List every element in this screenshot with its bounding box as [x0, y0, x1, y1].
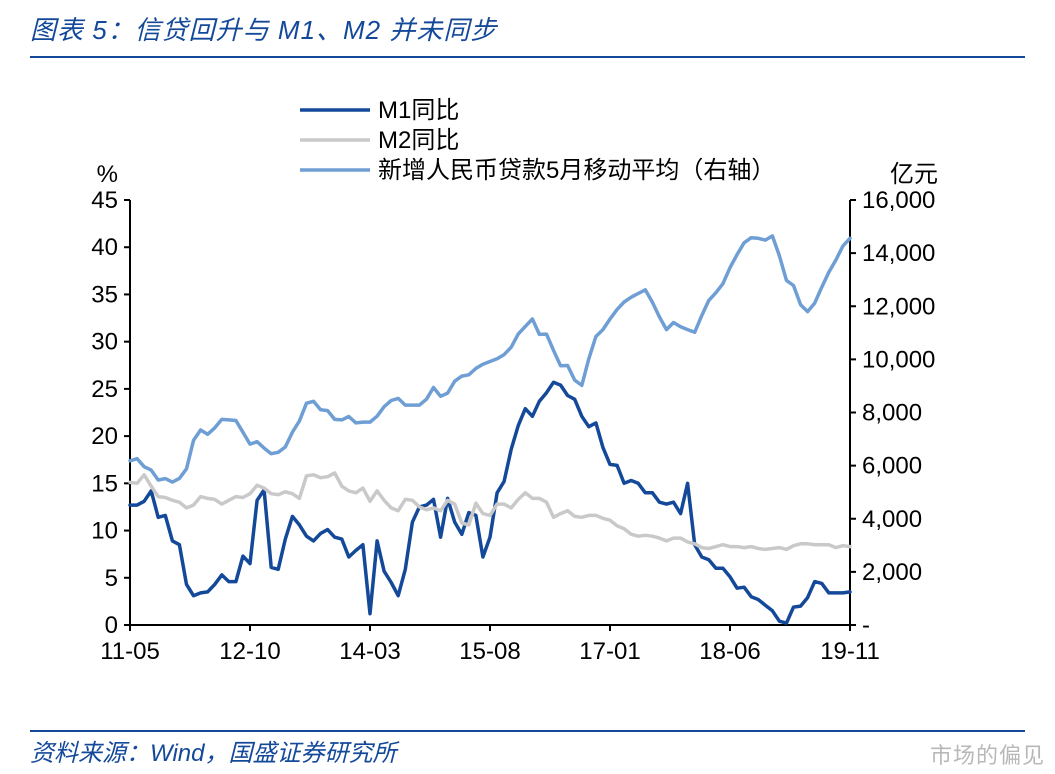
svg-text:6,000: 6,000	[862, 453, 922, 480]
svg-text:40: 40	[91, 234, 118, 261]
chart-area: 0 5 10 15 20 25 30 35 40 45% - 2,000 4,000 6,000 8,000…	[75, 100, 955, 680]
line-chart: 0 5 10 15 20 25 30 35 40 45% - 2,000 4,000 6,000 8,000…	[75, 100, 955, 680]
svg-text:35: 35	[91, 281, 118, 308]
svg-text:18-06: 18-06	[699, 638, 760, 665]
svg-text:15: 15	[91, 470, 118, 497]
svg-text:-: -	[862, 612, 870, 639]
svg-text:亿元: 亿元	[890, 161, 938, 188]
svg-text:12-10: 12-10	[219, 638, 280, 665]
svg-text:16,000: 16,000	[862, 187, 935, 214]
svg-text:11-05: 11-05	[100, 638, 160, 665]
svg-text:45: 45	[91, 187, 118, 214]
svg-text:M1同比: M1同比	[378, 97, 459, 124]
svg-text:8,000: 8,000	[862, 400, 922, 427]
svg-text:25: 25	[91, 376, 118, 403]
svg-text:10,000: 10,000	[862, 346, 935, 373]
svg-text:17-01: 17-01	[579, 638, 640, 665]
svg-text:19-11: 19-11	[820, 638, 880, 665]
svg-text:12,000: 12,000	[862, 293, 935, 320]
svg-text:14,000: 14,000	[862, 240, 935, 267]
svg-text:10: 10	[91, 518, 118, 545]
svg-text:M2同比: M2同比	[378, 127, 459, 154]
svg-text:%: %	[97, 161, 118, 188]
footer-rule	[30, 730, 1025, 732]
svg-text:5: 5	[105, 565, 118, 592]
svg-text:4,000: 4,000	[862, 506, 922, 533]
svg-text:30: 30	[91, 329, 118, 356]
svg-text:新增人民币贷款5月移动平均（右轴）: 新增人民币贷款5月移动平均（右轴）	[378, 157, 775, 184]
watermark-text: 市场的偏见	[930, 738, 1045, 770]
svg-text:2,000: 2,000	[862, 559, 922, 586]
title-rule	[30, 56, 1025, 58]
svg-text:0: 0	[105, 612, 118, 639]
source-text: 资料来源：Wind，国盛证券研究所	[30, 733, 396, 768]
svg-text:15-08: 15-08	[459, 638, 520, 665]
chart-title: 图表 5：信贷回升与 M1、M2 并未同步	[30, 10, 497, 47]
svg-text:14-03: 14-03	[339, 638, 400, 665]
svg-text:20: 20	[91, 423, 118, 450]
